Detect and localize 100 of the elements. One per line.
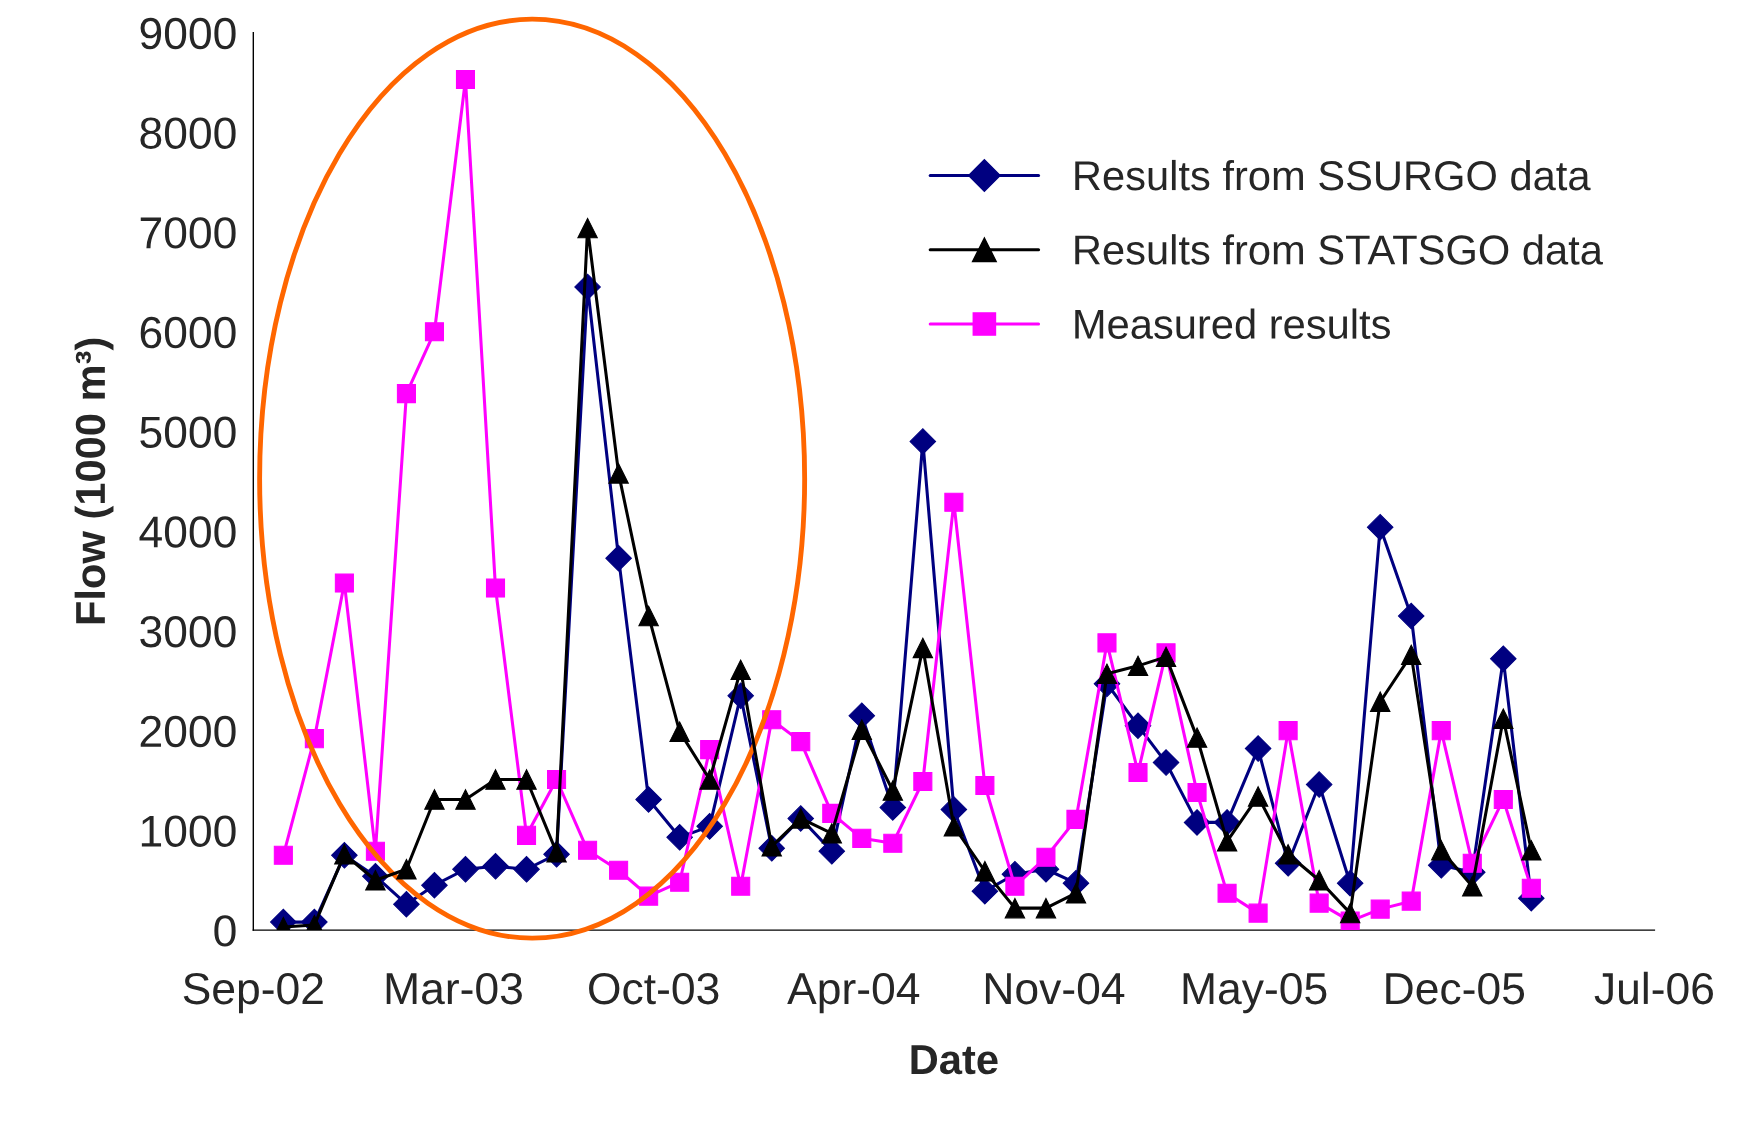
y-tick-label: 6000: [140, 316, 236, 349]
point: [485, 769, 506, 790]
y-tick-label: 5000: [140, 416, 236, 449]
y-tick-label: 9000: [140, 17, 236, 50]
x-tick-label: Apr-04: [787, 972, 920, 1014]
point: [851, 719, 873, 740]
point: [1036, 847, 1056, 867]
legend-label: Results from STATSGO data: [1075, 234, 1603, 265]
point: [1490, 645, 1517, 673]
point: [608, 463, 629, 484]
point: [909, 428, 937, 455]
point: [1366, 513, 1394, 541]
point: [1005, 876, 1025, 896]
y-tick-label: 1000: [141, 815, 236, 847]
point: [1065, 882, 1087, 904]
legend-label: Results from SSURGO data: [1075, 159, 1591, 191]
point: [1248, 903, 1268, 923]
point: [730, 659, 751, 681]
point: [1004, 897, 1026, 919]
point: [975, 775, 995, 796]
y-tick-label: 0: [214, 915, 236, 947]
point: [1308, 869, 1330, 891]
point: [852, 828, 872, 848]
point: [1244, 735, 1272, 762]
point: [513, 855, 540, 883]
point: [670, 872, 690, 892]
point: [1521, 840, 1542, 861]
y-tick-label: 8000: [140, 117, 236, 149]
y-tick-label: 4000: [139, 516, 236, 548]
point: [1431, 721, 1451, 741]
point: [638, 605, 659, 627]
point: [791, 732, 811, 752]
point: [1278, 721, 1298, 741]
y-axis-title: Flow (1000 m³): [74, 338, 114, 624]
point: [1128, 762, 1148, 783]
point: [912, 637, 934, 659]
y-tick-label: 7000: [140, 217, 236, 249]
point: [1096, 663, 1118, 685]
point: [605, 544, 632, 572]
point: [424, 789, 445, 810]
point: [882, 780, 904, 801]
point: [1187, 782, 1207, 803]
point: [421, 871, 448, 899]
point: [1397, 602, 1425, 630]
point: [1401, 891, 1421, 911]
point: [396, 859, 417, 880]
point: [1035, 897, 1057, 919]
point: [943, 816, 965, 837]
point: [1155, 646, 1177, 668]
point: [1183, 809, 1211, 836]
x-tick-label: May-05: [1183, 972, 1327, 1014]
x-axis-title: Date: [911, 1045, 998, 1075]
point: [455, 789, 476, 810]
point: [635, 786, 662, 813]
point: [455, 69, 476, 90]
point: [666, 824, 693, 851]
x-tick-label: Nov-04: [985, 972, 1125, 1005]
point: [1370, 899, 1390, 919]
point: [516, 769, 537, 790]
point: [883, 833, 903, 853]
point: [516, 825, 537, 845]
point: [396, 384, 416, 404]
point: [1521, 878, 1541, 898]
y-tick-label: 2000: [140, 715, 236, 748]
point: [1186, 727, 1208, 748]
point: [365, 869, 386, 891]
point: [1097, 633, 1117, 653]
point: [1339, 902, 1361, 924]
point: [974, 861, 996, 882]
x-tick-label: Dec-05: [1386, 972, 1525, 1005]
point: [1369, 691, 1391, 712]
point: [1430, 840, 1452, 861]
point: [609, 860, 629, 880]
x-tick-label: Sep-02: [183, 972, 323, 1014]
point: [821, 823, 843, 844]
point: [1247, 786, 1269, 807]
point: [485, 578, 506, 598]
point: [577, 217, 598, 239]
legend-label: Measured results: [1075, 308, 1390, 340]
y-tick-label: 3000: [140, 616, 236, 648]
point: [1152, 749, 1180, 776]
point: [669, 721, 690, 742]
point: [1217, 883, 1237, 903]
point: [482, 852, 509, 880]
x-tick-label: Oct-03: [589, 972, 719, 1005]
point: [699, 769, 720, 790]
point: [1493, 708, 1514, 729]
x-tick-label: Jul-06: [1594, 971, 1713, 1005]
point: [1305, 771, 1333, 798]
point: [944, 492, 964, 512]
point: [731, 876, 751, 896]
point: [1127, 655, 1149, 677]
point: [1216, 831, 1238, 852]
point: [1493, 789, 1513, 809]
point: [913, 771, 933, 792]
point: [393, 890, 420, 918]
point: [334, 573, 354, 593]
point: [1462, 875, 1483, 897]
point: [1309, 893, 1329, 913]
point: [578, 840, 598, 860]
